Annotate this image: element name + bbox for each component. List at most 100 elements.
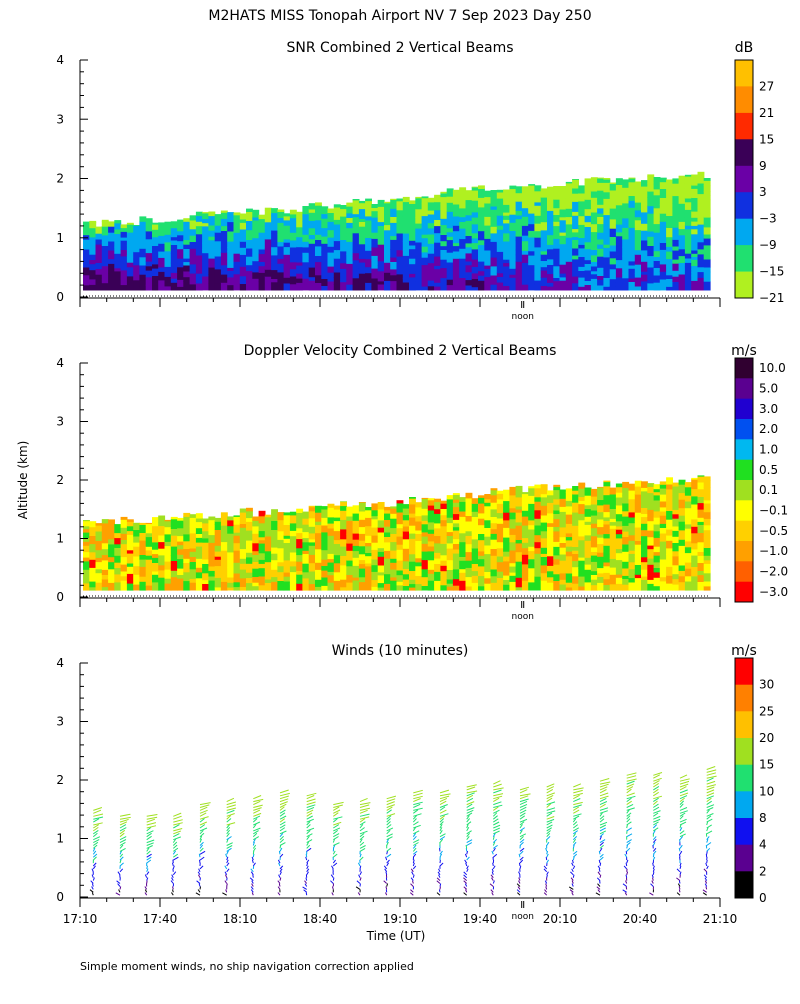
heatmap-cell (114, 533, 121, 539)
heatmap-cell (252, 278, 259, 283)
wind-barb (680, 775, 687, 778)
heatmap-cell (371, 527, 378, 536)
heatmap-cell (196, 518, 203, 522)
heatmap-cell (534, 205, 541, 216)
panel-2: Doppler Velocity Combined 2 Vertical Bea… (56, 343, 788, 622)
heatmap-cell (108, 526, 115, 534)
heatmap-cell (679, 515, 686, 522)
heatmap-cell (353, 253, 360, 257)
heatmap-cell (215, 577, 222, 587)
heatmap-cell (359, 564, 366, 569)
heatmap-cell (647, 579, 654, 584)
heatmap-cell (585, 505, 592, 509)
heatmap-cell (647, 545, 654, 549)
heatmap-cell (472, 539, 479, 549)
heatmap-cell (672, 270, 679, 277)
heatmap-cell (654, 511, 661, 518)
heatmap-cell (478, 253, 485, 262)
wind-barb (413, 799, 420, 802)
heatmap-cell (133, 272, 140, 281)
heatmap-cell (691, 243, 698, 250)
heatmap-cell (328, 559, 335, 563)
colorbar-label: 21 (759, 106, 774, 120)
wind-barb (227, 857, 228, 860)
heatmap-cell (509, 186, 516, 190)
heatmap-cell (578, 193, 585, 202)
heatmap-cell (509, 519, 516, 529)
wind-barb (573, 805, 581, 808)
heatmap-cell (585, 495, 592, 505)
heatmap-cell (309, 507, 316, 512)
heatmap-cell (691, 478, 698, 480)
heatmap-cell (371, 510, 378, 517)
heatmap-cell (635, 264, 642, 274)
heatmap-cell (96, 569, 103, 574)
heatmap-cell (422, 504, 429, 509)
heatmap-cell (340, 579, 347, 587)
wind-barb (519, 881, 521, 884)
heatmap-cell (315, 227, 322, 235)
heatmap-cell (572, 215, 579, 225)
heatmap-cell (603, 215, 610, 223)
heatmap-cell (139, 524, 146, 529)
heatmap-cell (528, 261, 535, 265)
heatmap-cell (704, 272, 711, 282)
heatmap-cell (522, 548, 529, 555)
heatmap-cell (378, 551, 385, 557)
wind-barb (467, 785, 477, 787)
heatmap-cell (221, 542, 228, 551)
colorbar-label: −0.1 (759, 504, 788, 518)
heatmap-cell (114, 223, 121, 230)
heatmap-cell (121, 527, 128, 534)
heatmap-cell (371, 204, 378, 208)
wind-barb (413, 875, 414, 878)
heatmap-cell (578, 210, 585, 216)
heatmap-cell (553, 541, 560, 547)
heatmap-cell (277, 586, 284, 591)
heatmap-cell (378, 265, 385, 271)
heatmap-cell (114, 233, 121, 238)
heatmap-cell (277, 258, 284, 264)
heatmap-cell (698, 249, 705, 255)
heatmap-cell (440, 249, 447, 259)
heatmap-cell (403, 579, 410, 586)
heatmap-cell (121, 571, 128, 576)
heatmap-cell (660, 178, 667, 182)
heatmap-cell (234, 550, 241, 559)
heatmap-cell (491, 218, 498, 227)
heatmap-cell (96, 550, 103, 558)
heatmap-cell (616, 232, 623, 237)
heatmap-cell (560, 547, 567, 554)
heatmap-cell (522, 244, 529, 251)
wind-barb (677, 869, 680, 872)
heatmap-cell (572, 490, 579, 494)
wind-barb (517, 884, 520, 887)
wind-barb (333, 802, 343, 804)
heatmap-cell (685, 562, 692, 569)
heatmap-cell (234, 261, 241, 269)
heatmap-cell (472, 208, 479, 212)
heatmap-cell (221, 581, 228, 590)
heatmap-cell (610, 245, 617, 252)
panel-title: SNR Combined 2 Vertical Beams (286, 40, 513, 56)
heatmap-cell (616, 534, 623, 539)
heatmap-cell (328, 259, 335, 266)
heatmap-cell (660, 264, 667, 272)
heatmap-cell (440, 212, 447, 219)
heatmap-cell (346, 276, 353, 285)
heatmap-cell (127, 553, 134, 564)
wind-barb (679, 848, 680, 851)
heatmap-cell (165, 534, 172, 542)
heatmap-cell (572, 494, 579, 503)
heatmap-cell (346, 222, 353, 228)
wind-barb (413, 831, 419, 834)
heatmap-cell (390, 580, 397, 590)
wind-barb (307, 866, 309, 869)
heatmap-cell (146, 566, 153, 576)
heatmap-cell (616, 514, 623, 522)
heatmap-cell (560, 209, 567, 213)
wind-barb (676, 878, 680, 881)
wind-barb (680, 845, 682, 848)
wind-barb (547, 872, 549, 875)
heatmap-cell (422, 560, 429, 570)
